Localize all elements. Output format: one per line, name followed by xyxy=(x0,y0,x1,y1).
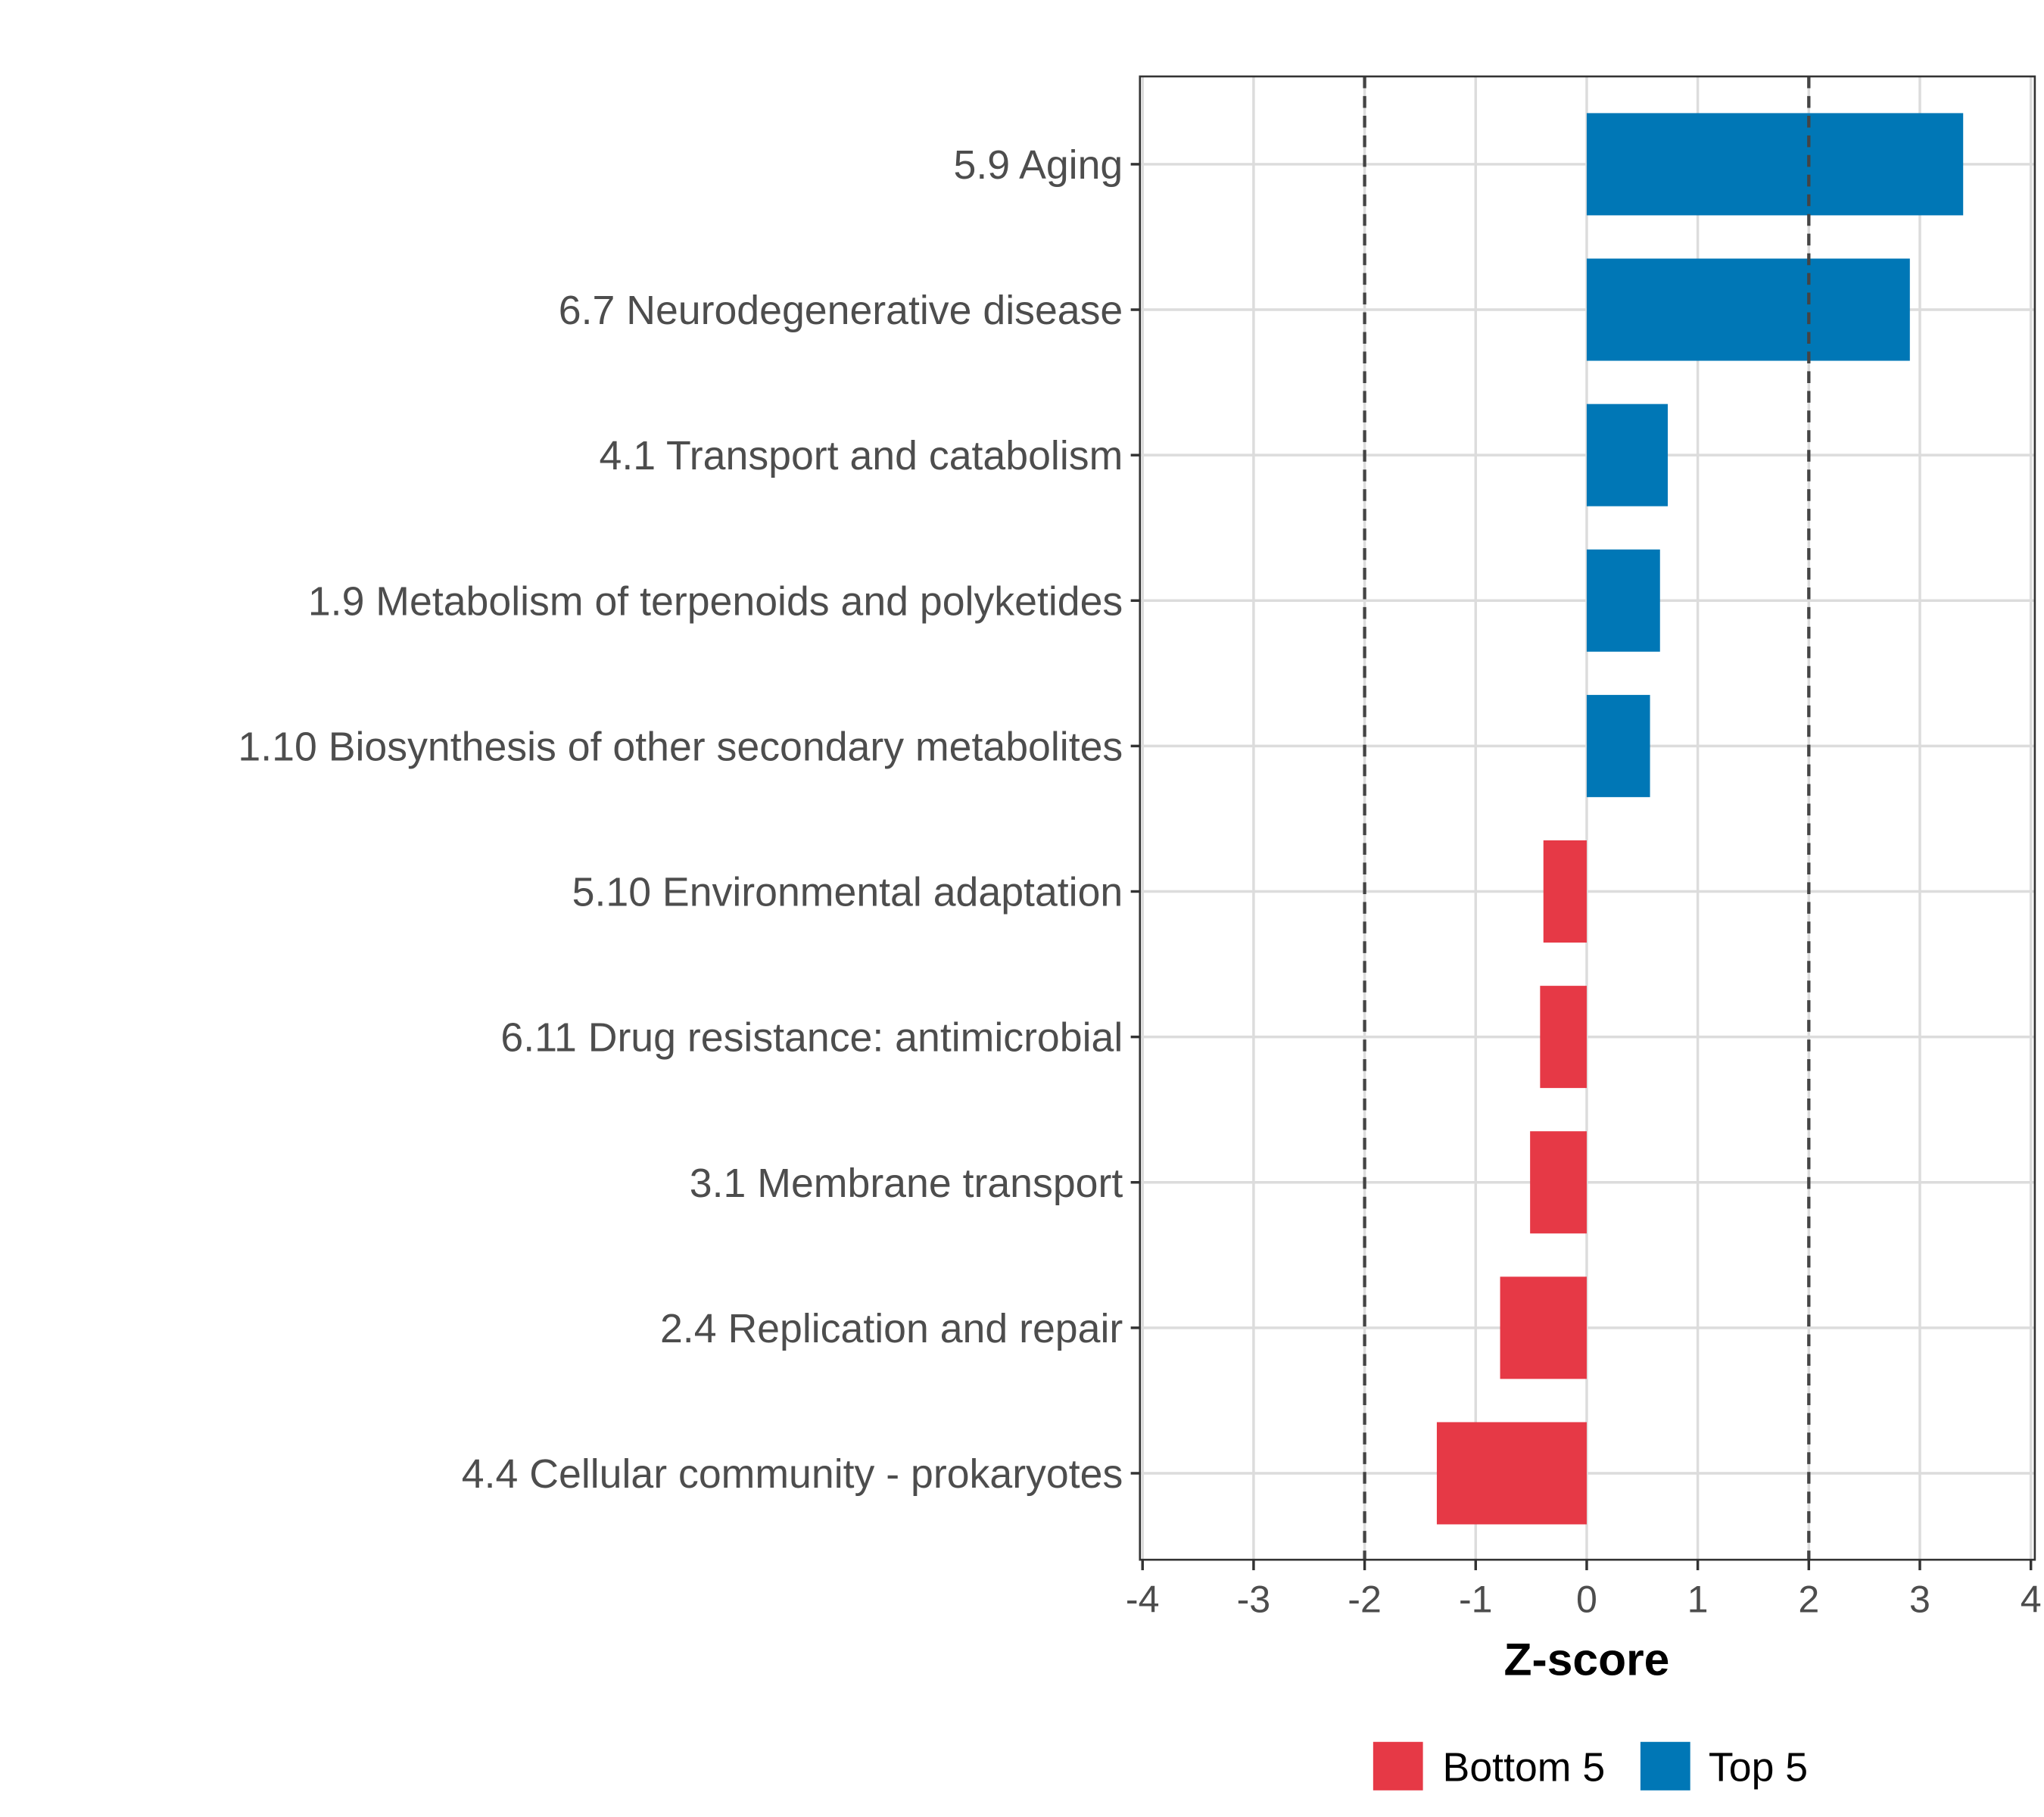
bar-6 xyxy=(1540,986,1587,1089)
y-tick-label: 4.1 Transport and catabolism xyxy=(600,433,1123,478)
y-tick-label: 5.9 Aging xyxy=(954,142,1123,188)
y-tick-label: 6.7 Neurodegenerative disease xyxy=(559,288,1123,333)
x-axis-ticks: -4 -3 -2 -1 0 1 2 3 4 xyxy=(1126,1560,2042,1620)
x-tick-label: 1 xyxy=(1687,1578,1709,1620)
x-axis-title: Z-score xyxy=(1504,1634,1670,1685)
bar-2 xyxy=(1586,404,1669,506)
x-tick-label: -2 xyxy=(1348,1578,1382,1620)
reference-lines xyxy=(1363,76,1811,1560)
y-tick-label: 2.4 Replication and repair xyxy=(660,1306,1123,1351)
x-tick-label: 2 xyxy=(1798,1578,1819,1620)
x-tick-label: -3 xyxy=(1237,1578,1271,1620)
legend-swatch-top5 xyxy=(1640,1741,1690,1791)
bar-1 xyxy=(1586,258,1910,361)
bar-8 xyxy=(1500,1276,1587,1379)
y-tick-label: 6.11 Drug resistance: antimicrobial xyxy=(500,1015,1123,1061)
x-tick-label: 3 xyxy=(1909,1578,1930,1620)
x-tick-label: -1 xyxy=(1459,1578,1493,1620)
y-tick-label: 5.10 Environmental adaptation xyxy=(572,870,1123,915)
bar-0 xyxy=(1586,113,1964,216)
y-tick-label: 4.4 Cellular community - prokaryotes xyxy=(462,1451,1123,1497)
x-tick-label: 4 xyxy=(2021,1578,2042,1620)
legend-label-bottom5: Bottom 5 xyxy=(1443,1745,1606,1791)
bar-4 xyxy=(1586,694,1650,797)
x-tick-label: 0 xyxy=(1576,1578,1597,1620)
legend: Bottom 5 Top 5 xyxy=(1373,1741,1808,1791)
x-tick-label: -4 xyxy=(1126,1578,1160,1620)
legend-label-top5: Top 5 xyxy=(1709,1745,1808,1791)
bars xyxy=(1436,113,1964,1525)
bar-7 xyxy=(1530,1131,1587,1234)
bar-9 xyxy=(1436,1422,1587,1525)
bar-3 xyxy=(1586,549,1660,652)
y-axis-labels: 5.9 Aging 6.7 Neurodegenerative disease 4.… xyxy=(238,142,1140,1497)
bar-5 xyxy=(1543,840,1587,943)
y-tick-label: 1.10 Biosynthesis of other secondary met… xyxy=(238,724,1123,769)
y-tick-label: 3.1 Membrane transport xyxy=(690,1161,1123,1206)
legend-swatch-bottom5 xyxy=(1373,1741,1423,1791)
y-tick-label: 1.9 Metabolism of terpenoids and polyket… xyxy=(308,578,1123,624)
